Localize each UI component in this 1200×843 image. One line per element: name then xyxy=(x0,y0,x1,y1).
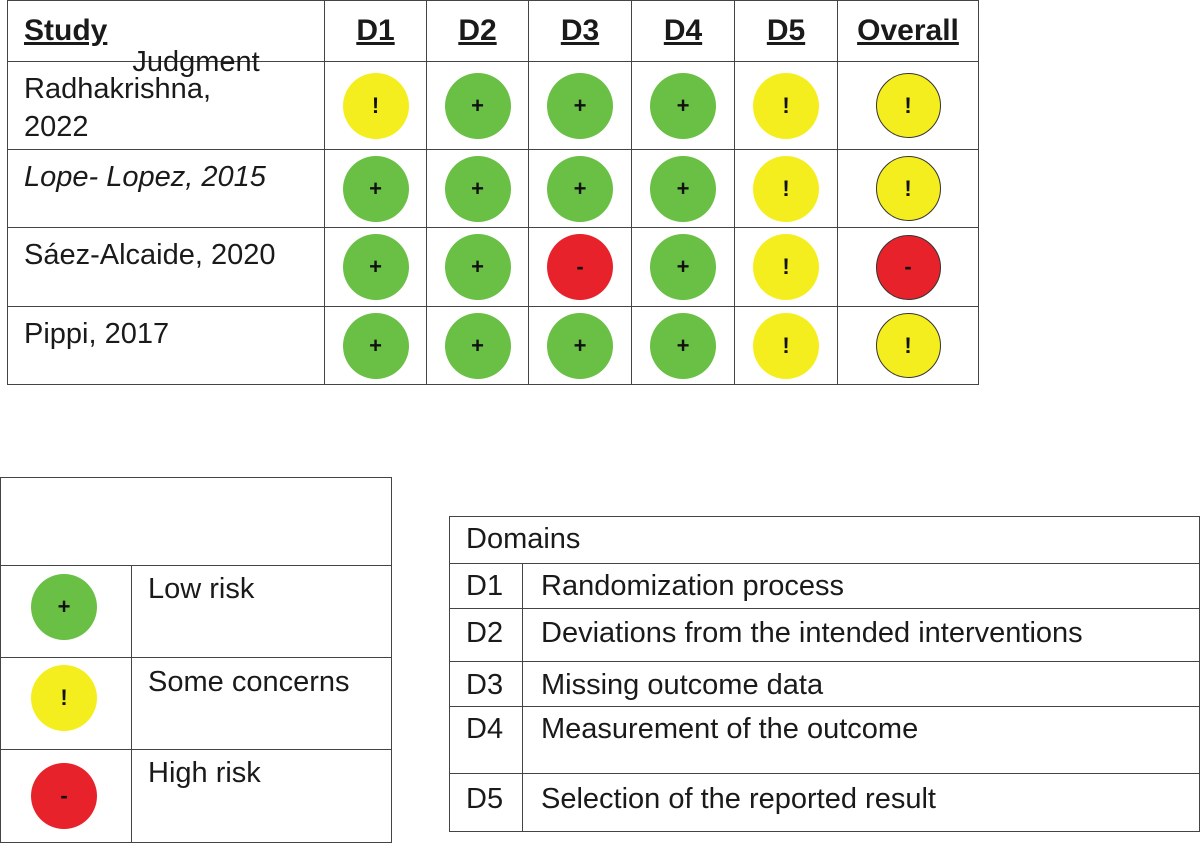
table-row: Lope- Lopez, 2015 + + + + ! ! xyxy=(7,149,979,228)
low-risk-dot: + xyxy=(31,574,97,640)
judgment-dot: + xyxy=(650,312,716,379)
overall-dot: - xyxy=(875,234,941,300)
judgment-dot: + xyxy=(444,155,511,222)
header-d4: D4 xyxy=(631,0,735,62)
judgment-dot: + xyxy=(444,312,511,379)
judgment-dot: + xyxy=(650,234,716,300)
table-row: Sáez-Alcaide, 2020 + + - + ! - xyxy=(7,227,979,307)
domains-divider xyxy=(449,661,1200,662)
judgment-dot: + xyxy=(444,234,511,300)
judgment-dot: ! xyxy=(342,72,409,139)
table-row: Pippi, 2017 + + + + ! ! xyxy=(7,306,979,385)
high-risk-dot: - xyxy=(31,763,97,829)
risk-of-bias-table: Study D1 D2 D3 D4 D5 Overall Radhakrishn… xyxy=(7,0,979,385)
judgment-dot: + xyxy=(444,72,511,139)
domains-divider xyxy=(449,706,1200,707)
domain-code: D1 xyxy=(466,570,504,602)
overall-dot: ! xyxy=(875,156,941,221)
header-d5: D5 xyxy=(734,0,838,62)
legend-divider xyxy=(131,565,132,843)
domain-code: D2 xyxy=(466,617,504,649)
domain-description: Measurement of the outcome xyxy=(541,713,919,745)
domains-divider xyxy=(522,563,523,832)
domain-description: Selection of the reported result xyxy=(541,783,936,815)
study-name: Radhakrishna, 2022 xyxy=(7,61,325,150)
domain-code: D3 xyxy=(466,669,504,701)
legend-divider xyxy=(0,749,392,750)
high-risk-label: High risk xyxy=(148,757,261,789)
judgment-dot: + xyxy=(650,72,716,139)
judgment-dot: + xyxy=(342,312,409,379)
judgment-dot: ! xyxy=(753,312,819,379)
table-row: Radhakrishna, 2022 ! + + + ! ! xyxy=(7,61,979,150)
header-d2: D2 xyxy=(426,0,529,62)
judgment-dot: + xyxy=(342,155,409,222)
domain-description: Randomization process xyxy=(541,570,845,602)
domains-divider xyxy=(449,773,1200,774)
judgment-dot: + xyxy=(547,155,613,222)
judgment-dot: + xyxy=(342,234,409,300)
judgment-dot: - xyxy=(547,234,613,300)
judgment-dot: ! xyxy=(753,72,819,139)
study-name: Sáez-Alcaide, 2020 xyxy=(7,227,325,307)
judgment-dot: + xyxy=(650,155,716,222)
judgment-dot: ! xyxy=(753,234,819,300)
domains-legend-title: Domains xyxy=(466,523,581,555)
judgment-dot: + xyxy=(547,72,613,139)
domains-divider xyxy=(449,608,1200,609)
some-concerns-dot: ! xyxy=(31,665,97,731)
overall-dot: ! xyxy=(875,313,941,378)
study-name: Lope- Lopez, 2015 xyxy=(7,149,325,228)
header-overall: Overall xyxy=(837,0,979,62)
legend-divider xyxy=(0,657,392,658)
domain-description: Missing outcome data xyxy=(541,669,824,701)
legend-divider xyxy=(0,565,392,566)
domain-description: Deviations from the intended interventio… xyxy=(541,617,1083,649)
judgment-dot: + xyxy=(547,312,613,379)
low-risk-label: Low risk xyxy=(148,573,255,605)
domains-divider xyxy=(449,563,1200,564)
domain-code: D4 xyxy=(466,713,504,745)
judgment-dot: ! xyxy=(753,155,819,222)
judgment-legend-title: Judgment xyxy=(132,46,260,78)
domain-code: D5 xyxy=(466,783,504,815)
study-name: Pippi, 2017 xyxy=(7,306,325,385)
header-d1: D1 xyxy=(324,0,427,62)
some-concerns-label: Some concerns xyxy=(148,666,350,698)
overall-dot: ! xyxy=(875,73,941,138)
header-d3: D3 xyxy=(528,0,632,62)
header-study: Study xyxy=(7,0,325,62)
